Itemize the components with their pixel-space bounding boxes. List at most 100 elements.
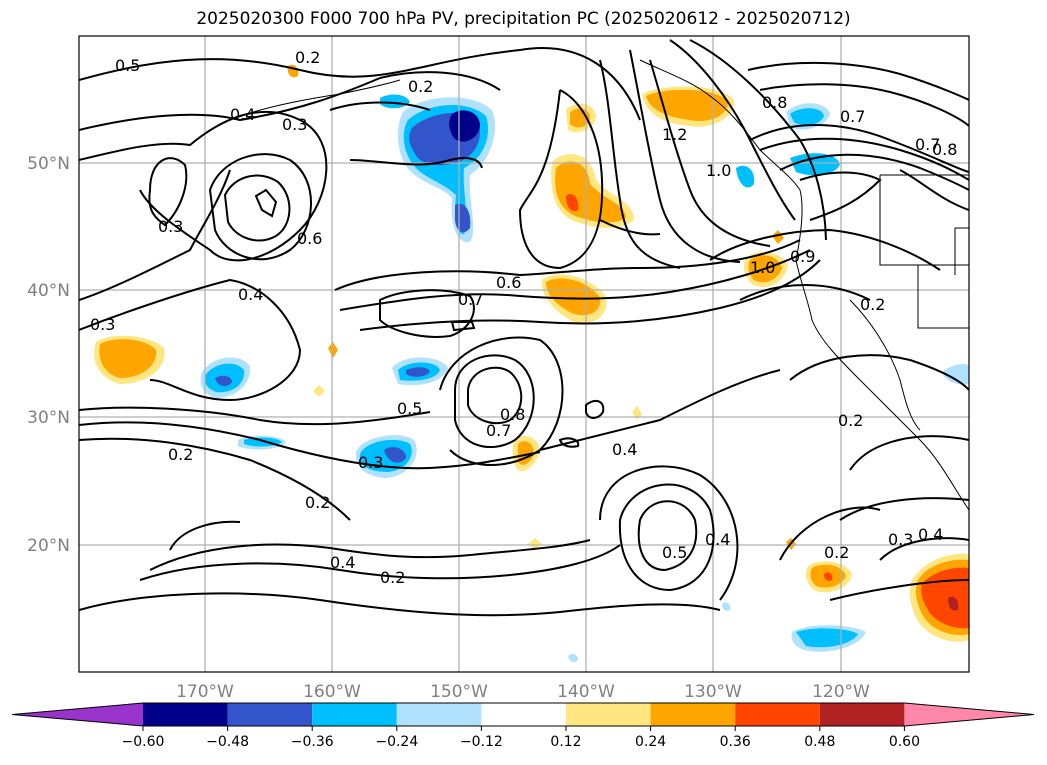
colorbar-block [566,703,651,726]
contour-label: 0.9 [790,247,815,266]
contour-label: 0.2 [408,77,433,96]
positive-anomaly-region [566,193,579,212]
contour-label: 0.4 [705,530,730,549]
contour-labels: 0.5 0.2 0.2 0.4 0.3 0.3 0.6 0.4 0.3 0.7 … [90,48,957,587]
contour-label: 0.3 [282,115,307,134]
colorbar-block [650,703,736,726]
lat-label: 50°N [27,154,70,174]
colorbar-block [819,703,905,726]
colorbar-tick-label: 0.60 [889,734,920,750]
negative-anomaly-region [722,602,731,611]
contour-label: 0.2 [838,411,863,430]
pv-contours [79,39,969,617]
contour-label: 0.2 [824,543,849,562]
contour-label: 0.5 [662,543,687,562]
colorbar-tick-label: 0.12 [550,734,581,750]
negative-anomaly-region [384,447,406,463]
positive-anomaly-region [948,596,959,611]
negative-anomaly-region [406,367,430,377]
colorbar-block [904,703,1034,726]
colorbar-tick-label: −0.24 [375,734,418,750]
positive-anomaly-region [328,342,338,358]
contour-label: 0.7 [486,421,511,440]
contour-label: 0.7 [840,107,865,126]
colorbar-block [227,703,313,726]
map-frame [78,35,970,673]
colorbar-blocks [11,702,1035,727]
colorbar-tick-label: 0.24 [635,734,666,750]
negative-anomaly-region [359,439,412,472]
contour-label: 0.3 [888,530,913,549]
positive-anomaly-region [772,230,784,244]
precipitation-shading [94,64,969,663]
negative-anomaly-region [449,110,480,142]
contour-label: 0.2 [860,295,885,314]
contour-label: 0.4 [612,440,637,459]
contour-label: 0.5 [115,56,140,75]
latitude-axis: 50°N 40°N 30°N 20°N [27,154,70,556]
colorbar-ticks: −0.60 −0.48 −0.36 −0.24 −0.12 0.12 0.24 0.36 0.4… [122,726,920,750]
contour-label: 0.4 [330,553,355,572]
lon-label: 150°W [430,682,488,702]
contour-label: 0.2 [380,568,405,587]
contour-label: 0.3 [358,453,383,472]
colorbar-tick-label: 0.36 [720,734,751,750]
contour-label: 0.3 [158,217,183,236]
lon-label: 130°W [684,682,742,702]
lon-label: 120°W [812,682,870,702]
colorbar-tick-label: −0.36 [291,734,334,750]
positive-anomaly-region [99,339,157,378]
graticule [79,36,969,672]
lon-label: 160°W [303,682,361,702]
negative-anomaly-region [790,153,840,176]
positive-anomaly-region [528,538,542,550]
negative-anomaly-region [796,628,858,648]
contour-label: 1.0 [706,161,731,180]
colorbar-block [12,703,143,726]
colorbar-tick-label: −0.48 [206,734,249,750]
contour-label: 0.3 [90,315,115,334]
negative-anomaly-region [568,653,578,663]
map-title: 2025020300 F000 700 hPa PV, precipitatio… [196,9,851,29]
contour-label: 1.2 [662,125,687,144]
colorbar-block [143,703,228,726]
contour-label: 0.5 [397,399,422,418]
positive-anomaly-region [313,385,325,397]
contour-label: 0.2 [168,445,193,464]
longitude-axis: 170°W 160°W 150°W 140°W 130°W 120°W [176,682,870,702]
lon-label: 170°W [176,682,234,702]
colorbar: −0.60 −0.48 −0.36 −0.24 −0.12 0.12 0.24 0.36 0.4… [11,702,1035,750]
contour-label: 0.8 [932,140,957,159]
positive-anomaly-region [632,406,642,420]
contour-label: 0.7 [915,135,940,154]
negative-anomaly-region [215,375,232,387]
contour-label: 0.2 [305,493,330,512]
contour-label: 0.4 [918,525,943,544]
contour-label: 0.6 [496,273,521,292]
contour-label: 0.7 [458,290,483,309]
colorbar-tick-label: 0.48 [804,734,835,750]
colorbar-block [396,703,482,726]
colorbar-block [481,703,566,726]
colorbar-tick-label: −0.12 [460,734,503,750]
contour-label: 0.8 [762,93,787,112]
contour-label: 0.4 [238,285,263,304]
colorbar-block [312,703,397,726]
negative-anomaly-region [942,364,969,385]
lat-label: 20°N [27,536,70,556]
negative-anomaly-region [380,94,410,109]
lat-label: 30°N [27,408,70,428]
negative-anomaly-region [736,165,755,188]
colorbar-block [735,703,820,726]
colorbar-tick-label: −0.60 [122,734,165,750]
coastlines [229,59,969,511]
contour-label: 0.6 [297,229,322,248]
contour-label: 0.4 [230,105,255,124]
contour-label: 0.2 [295,48,320,67]
lon-label: 140°W [557,682,615,702]
lat-label: 40°N [27,281,70,301]
contour-label: 1.0 [750,258,775,277]
contour-label: 0.8 [500,405,525,424]
positive-anomaly-region [824,572,833,581]
negative-anomaly-region [790,108,824,126]
